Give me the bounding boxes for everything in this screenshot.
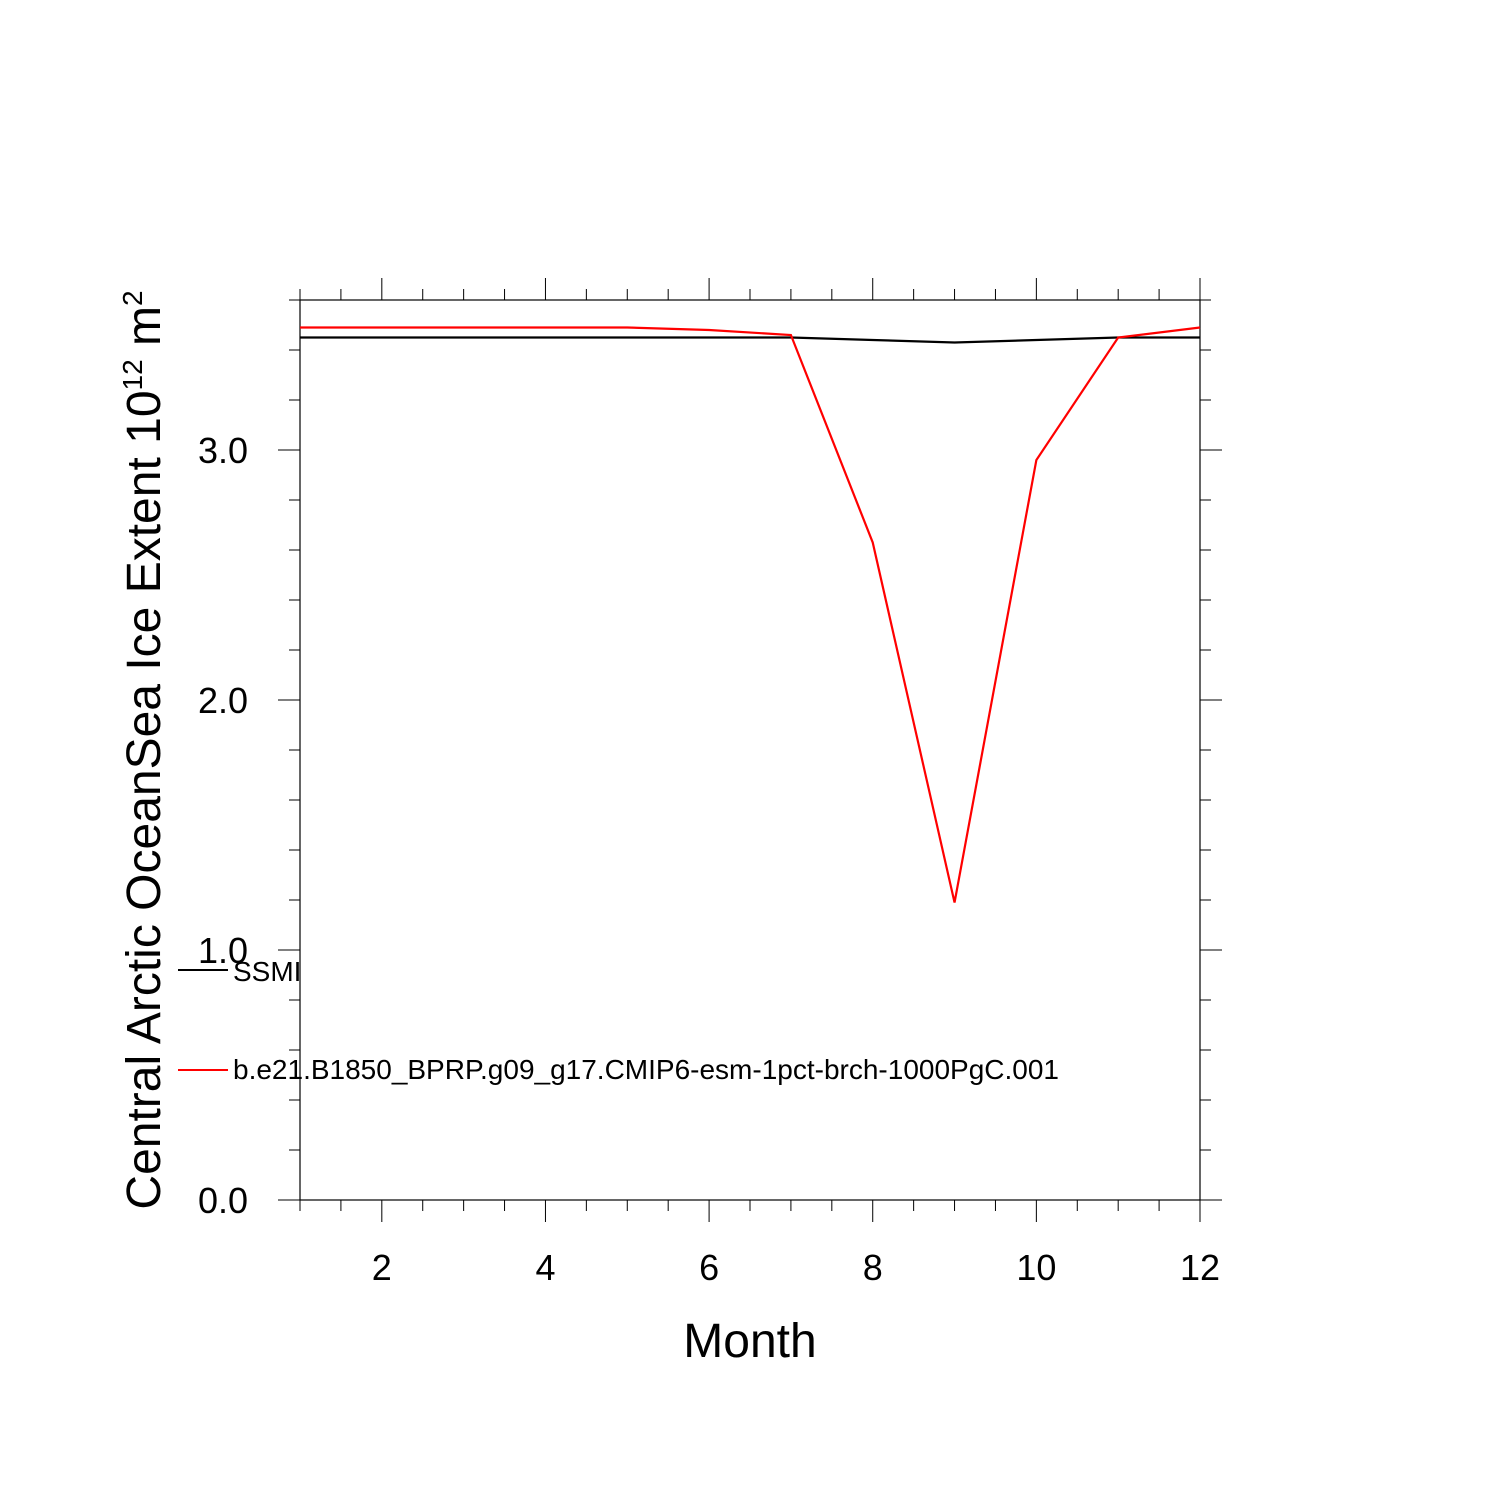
x-tick-label: 6	[699, 1247, 719, 1288]
y-axis-title: Central Arctic OceanSea Ice Extent 1012 …	[117, 290, 171, 1209]
axis-ticks	[278, 278, 1222, 1222]
x-tick-label: 12	[1180, 1247, 1220, 1288]
y-tick-label: 1.0	[198, 930, 248, 971]
legend-label-ssmi: SSMI	[233, 956, 301, 987]
x-tick-label: 4	[535, 1247, 555, 1288]
legend-label-model: b.e21.B1850_BPRP.g09_g17.CMIP6-esm-1pct-…	[233, 1054, 1059, 1085]
legend: SSMI b.e21.B1850_BPRP.g09_g17.CMIP6-esm-…	[178, 956, 1059, 1085]
x-axis-title: Month	[683, 1315, 816, 1368]
plot-frame	[299, 299, 1201, 1201]
series-lines	[300, 326, 1201, 903]
y-tick-labels: 0.0 1.0 2.0 3.0	[198, 430, 248, 1221]
y-axis-title-main: Central Arctic OceanSea Ice Extent 10	[118, 390, 171, 1209]
series-line-model	[300, 326, 1201, 903]
x-tick-labels: 2 4 6 8 10 12	[372, 1247, 1220, 1288]
x-tick-label: 2	[372, 1247, 392, 1288]
y-axis-title-unit: m	[118, 306, 171, 359]
x-tick-label: 8	[863, 1247, 883, 1288]
y-tick-label: 0.0	[198, 1180, 248, 1221]
x-tick-label: 10	[1016, 1247, 1056, 1288]
series-line-ssmi	[300, 336, 1200, 344]
y-tick-label: 2.0	[198, 680, 248, 721]
y-axis-title-unit-exponent: 2	[117, 290, 148, 306]
y-tick-label: 3.0	[198, 430, 248, 471]
y-axis-title-exponent: 12	[117, 359, 148, 390]
